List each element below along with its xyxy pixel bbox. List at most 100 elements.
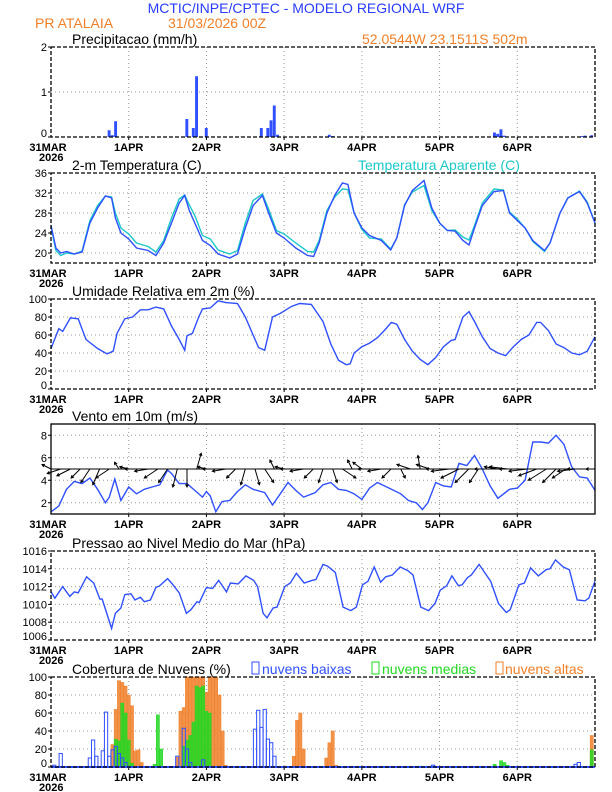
y-tick-label: 80 (35, 690, 47, 702)
x-tick-label: 3APR (269, 772, 298, 784)
cloud-bar-nuvens-altas (327, 742, 332, 768)
cloud-bar-nuvens-baixas (272, 755, 277, 768)
wind-vector-head (171, 483, 176, 489)
precip-bar (493, 132, 496, 137)
wind-vector-head (402, 474, 406, 479)
precip-bar (499, 129, 503, 137)
wind-vector-head (416, 454, 421, 459)
precip-title: Precipitacao (mm/h) (72, 31, 197, 47)
precip-bar (590, 135, 594, 137)
wind-vector (114, 461, 120, 470)
figure-title: MCTIC/INPE/CPTEC - MODELO REGIONAL WRF (148, 0, 465, 16)
wind-vector-head (198, 452, 203, 457)
x-tick-label: 31MAR (29, 645, 66, 657)
wind-vector (41, 464, 52, 470)
x-tick-label: 5APR (425, 645, 454, 657)
x-year-label: 2026 (39, 529, 63, 541)
x-tick-label: 3APR (269, 519, 298, 531)
x-tick-label: 1APR (114, 772, 143, 784)
x-tick-label: 2APR (192, 519, 221, 531)
wind-vector (269, 459, 275, 470)
wind-vector-head (118, 465, 123, 470)
wind-vector (381, 468, 392, 479)
x-tick-label: 5APR (425, 519, 454, 531)
wind-vector-head (527, 477, 532, 481)
precip-bar (502, 135, 506, 137)
x-tick-label: 3APR (269, 394, 298, 406)
series-line-temperatura (50, 179, 596, 259)
y-tick-label: 40 (35, 348, 47, 360)
umid-frame (50, 298, 596, 390)
y-tick-label: 32 (35, 188, 47, 200)
y-tick-label: 1016 (23, 546, 47, 558)
wind-vector (469, 468, 479, 483)
x-tick-label: 1APR (114, 142, 143, 154)
x-year-label: 2026 (39, 782, 63, 792)
y-tick-label: 28 (35, 208, 47, 220)
wind-vector-head (507, 469, 512, 473)
x-tick-label: 1APR (114, 394, 143, 406)
y-tick-label: 60 (35, 330, 47, 342)
y-tick-label: 24 (35, 228, 47, 240)
x-tick-label: 5APR (425, 268, 454, 280)
x-tick-label: 4APR (347, 268, 376, 280)
wind-vector (417, 455, 421, 470)
wind-vector-head (133, 469, 138, 473)
wind-vector-head (483, 465, 488, 469)
precip-bar (496, 133, 500, 137)
y-tick-label: 8 (41, 430, 47, 442)
wind-vector-head (440, 475, 445, 479)
wind-vector-head (113, 461, 118, 466)
wind-vector (47, 468, 61, 474)
wind-vector-head (352, 461, 356, 466)
cloud-bar-nuvens-altas (291, 755, 296, 768)
cloud-bar-nuvens-altas (220, 730, 225, 768)
cloud-bar-nuvens-medias (191, 721, 196, 768)
wind-vector (70, 468, 81, 479)
y-tick-label: 80 (35, 312, 47, 324)
wind-vector (254, 468, 260, 485)
wind-vector (440, 468, 460, 479)
wind-vector-head (41, 463, 46, 468)
wind-vector-head (347, 459, 351, 464)
wind-vector (542, 468, 557, 483)
y-tick-label: 36 (35, 168, 47, 180)
wind-vector-head (334, 479, 339, 484)
y-tick-label: 0 (41, 380, 47, 392)
x-year-label: 2026 (39, 152, 63, 164)
cloud-bar-nuvens-altas (295, 719, 299, 768)
wind-vector-head (157, 479, 162, 484)
x-tick-label: 4APR (347, 394, 376, 406)
cloud-bar-nuvens-altas (136, 749, 141, 768)
legend-high-clouds-swatch (495, 661, 504, 675)
y-tick-label: 4 (41, 475, 47, 487)
cloud-bar-nuvens-medias (207, 712, 212, 768)
precip-bar (583, 135, 587, 137)
precip-frame (50, 46, 596, 138)
cloud-bar-nuvens-baixas (58, 753, 63, 768)
wind-vector-head (430, 469, 435, 473)
x-tick-label: 31MAR (29, 394, 66, 406)
wind-vector-head (70, 474, 75, 479)
wind-vector-head (551, 475, 556, 479)
legend-low-clouds: nuvens baixas (262, 661, 352, 677)
run-date: 31/03/2026 00Z (168, 15, 267, 31)
cloud-bar-nuvens-medias (204, 710, 209, 768)
cloud-bar-nuvens-altas (324, 757, 329, 768)
wind-vector (240, 468, 246, 485)
pressure-title: Pressao ao Nivel Medio do Mar (hPa) (72, 535, 305, 551)
cloud-bar-nuvens-altas (133, 750, 138, 768)
legend-low-clouds-swatch (251, 661, 260, 675)
x-tick-label: 2APR (192, 394, 221, 406)
y-tick-label: 20 (35, 366, 47, 378)
precip-bar (191, 128, 195, 137)
y-tick-label: 0 (41, 128, 47, 140)
wind-vector-head (196, 465, 201, 470)
cloud-bar-nuvens-altas (130, 705, 134, 768)
x-tick-label: 2APR (192, 772, 221, 784)
wind-vector-head (269, 459, 273, 464)
